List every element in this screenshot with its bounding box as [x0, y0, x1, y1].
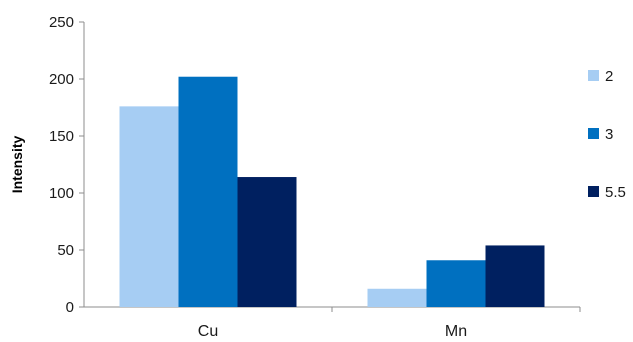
bars — [119, 76, 545, 307]
y-tick-label: 0 — [66, 299, 74, 316]
bar-Cu-2 — [119, 106, 179, 307]
y-tick-label: 150 — [49, 128, 74, 145]
legend-swatch-5.5 — [588, 186, 599, 197]
y-tick-label: 100 — [49, 185, 74, 202]
y-tick-label: 250 — [49, 14, 74, 31]
y-axis-title: Intensity — [9, 136, 25, 194]
bar-Cu-5.5 — [237, 177, 297, 307]
legend-swatch-2 — [588, 70, 599, 81]
legend-label: 2 — [605, 68, 613, 85]
bar-Mn-2 — [367, 288, 427, 307]
x-category-label: Cu — [198, 323, 218, 340]
bar-Mn-5.5 — [485, 245, 545, 307]
x-category-label: Mn — [445, 323, 467, 340]
x-axis: Cu Mn — [84, 306, 581, 340]
bar-Cu-3 — [178, 76, 238, 307]
bar-Mn-3 — [426, 260, 486, 307]
legend-label: 3 — [605, 126, 613, 143]
legend: 235.5 — [588, 68, 626, 201]
legend-label: 5.5 — [605, 184, 626, 201]
y-axis: 0 50 100 150 200 250 — [49, 14, 85, 316]
y-tick-label: 50 — [57, 242, 74, 259]
y-tick-label: 200 — [49, 71, 74, 88]
legend-swatch-3 — [588, 128, 599, 139]
